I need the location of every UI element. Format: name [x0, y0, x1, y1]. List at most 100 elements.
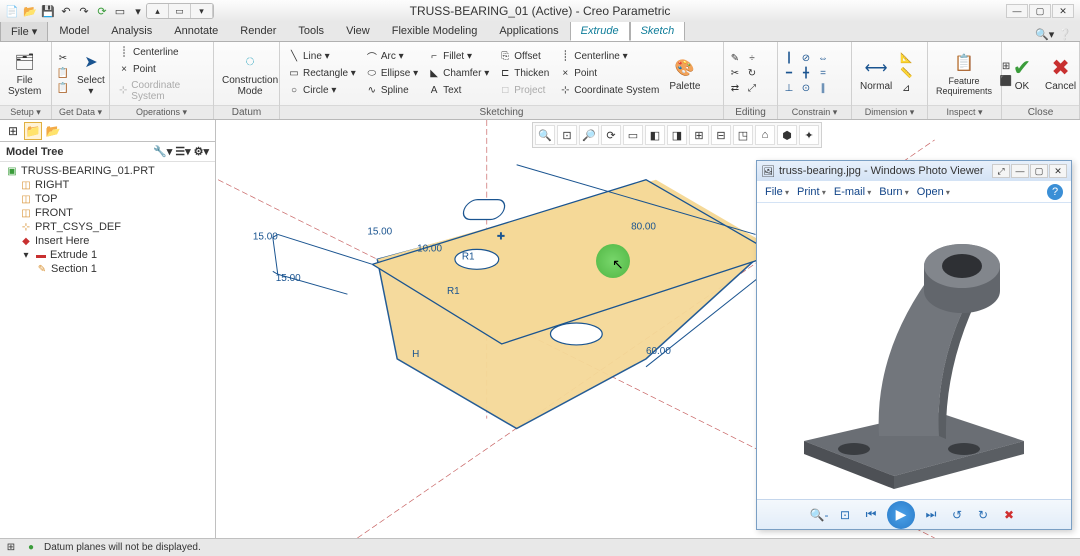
text-button[interactable]: AText	[424, 83, 492, 99]
coordsys-button[interactable]: ⊹Coordinate System	[114, 79, 209, 103]
ribbon-min-icon[interactable]: ▴	[147, 4, 169, 18]
tree-show-icon[interactable]: ☰▾	[175, 145, 190, 158]
pv-zoomin-icon[interactable]: ⊡	[835, 505, 855, 525]
search-icon[interactable]: 🔍▾	[1035, 28, 1054, 41]
rotate-icon[interactable]: ↻	[745, 67, 759, 81]
fillet-button[interactable]: ⌐Fillet ▾	[424, 49, 492, 65]
pv-menu-print[interactable]: Print	[797, 186, 826, 198]
dim2-icon[interactable]: 📏	[899, 67, 913, 81]
chamfer-button[interactable]: ◣Chamfer ▾	[424, 66, 492, 82]
paste2-icon[interactable]: 📋	[56, 82, 70, 96]
group-setup[interactable]: Setup ▾	[0, 105, 51, 119]
palette-button[interactable]: 🎨 Palette	[665, 54, 704, 94]
tab-extrude[interactable]: Extrude	[570, 21, 630, 41]
dim1-icon[interactable]: 📐	[899, 52, 913, 66]
pv-zoomout-icon[interactable]: 🔍-	[809, 505, 829, 525]
divide-icon[interactable]: ÷	[745, 52, 759, 66]
minimize-button[interactable]: —	[1006, 4, 1028, 18]
maximize-button[interactable]: ▢	[1029, 4, 1051, 18]
coincident-icon[interactable]: ⊙	[799, 82, 813, 96]
tree-item-csys[interactable]: ⊹PRT_CSYS_DEF	[4, 220, 211, 234]
pv-max-icon[interactable]: ▢	[1030, 164, 1048, 178]
pv-menu-email[interactable]: E-mail	[834, 186, 871, 198]
ribbon-help-icon[interactable]: ▾	[191, 4, 213, 18]
pv-delete-icon[interactable]: ✖	[999, 505, 1019, 525]
close-button[interactable]: ✕	[1052, 4, 1074, 18]
pv-rotright-icon[interactable]: ↻	[973, 505, 993, 525]
pv-menu-burn[interactable]: Burn	[879, 186, 909, 198]
tab-render[interactable]: Render	[229, 21, 287, 41]
tab-tools[interactable]: Tools	[287, 21, 335, 41]
pv-play-icon[interactable]: ▶	[887, 501, 915, 529]
equal-icon[interactable]: =	[816, 67, 830, 81]
ribbon-state-icon[interactable]: ▭	[169, 4, 191, 18]
tab-analysis[interactable]: Analysis	[100, 21, 163, 41]
point2-button[interactable]: ×Point	[555, 66, 662, 82]
tab-sketch[interactable]: Sketch	[630, 21, 686, 41]
horiz-icon[interactable]: ━	[782, 67, 796, 81]
tree-tab-3-icon[interactable]: 📂	[44, 122, 62, 140]
sb-icon-1[interactable]: ⊞	[4, 541, 18, 555]
tree-settings-icon[interactable]: ⚙▾	[194, 145, 209, 158]
pv-help-icon[interactable]: ?	[1047, 184, 1063, 200]
point-button[interactable]: ×Point	[114, 62, 209, 78]
save-icon[interactable]: 💾	[40, 3, 56, 19]
sym-icon[interactable]: ⇔	[816, 52, 830, 66]
windows-icon[interactable]: ▭	[112, 3, 128, 19]
tree-item-top[interactable]: ◫TOP	[4, 192, 211, 206]
pv-menu-file[interactable]: File	[765, 186, 789, 198]
pv-title-bar[interactable]: 🖼 truss-bearing.jpg - Windows Photo View…	[757, 161, 1071, 181]
group-getdata[interactable]: Get Data ▾	[52, 105, 109, 119]
vert-icon[interactable]: ┃	[782, 52, 796, 66]
tree-root[interactable]: ▣TRUSS-BEARING_01.PRT	[4, 164, 211, 178]
centerline-button[interactable]: ┊Centerline	[114, 45, 209, 61]
pv-prev-icon[interactable]: ⏮	[861, 505, 881, 525]
coordsys2-button[interactable]: ⊹Coordinate System	[555, 83, 662, 99]
ellipse-button[interactable]: ⬭Ellipse ▾	[362, 66, 421, 82]
undo-icon[interactable]: ↶	[58, 3, 74, 19]
delete-icon[interactable]: ✂	[728, 67, 742, 81]
tab-flexible[interactable]: Flexible Modeling	[381, 21, 489, 41]
tree-tab-1-icon[interactable]: ⊞	[4, 122, 22, 140]
expand-icon[interactable]: ▾	[20, 249, 32, 261]
cancel-button[interactable]: ✖ Cancel	[1041, 54, 1080, 94]
group-dimension[interactable]: Dimension ▾	[852, 105, 927, 119]
sb-icon-2[interactable]: ●	[24, 541, 38, 555]
dim3-icon[interactable]: ⊿	[899, 82, 913, 96]
normal-button[interactable]: ⟷ Normal	[856, 54, 896, 94]
construction-button[interactable]: ◌ Construction Mode	[218, 48, 282, 99]
redo-icon[interactable]: ↷	[76, 3, 92, 19]
featurereq-button[interactable]: 📋 Feature Requirements	[932, 49, 996, 98]
mirror-icon[interactable]: ⇄	[728, 82, 742, 96]
close-icon[interactable]: ▾	[130, 3, 146, 19]
thicken-button[interactable]: ⊏Thicken	[495, 66, 552, 82]
group-constrain[interactable]: Constrain ▾	[778, 105, 851, 119]
select-button[interactable]: ➤ Select ▾	[73, 48, 109, 99]
file-system-button[interactable]: 🗂 File System	[4, 48, 45, 99]
tree-filter-icon[interactable]: 🔧▾	[153, 145, 172, 158]
ok-button[interactable]: ✔ OK	[1006, 54, 1038, 94]
pv-min-icon[interactable]: —	[1011, 164, 1029, 178]
copy-icon[interactable]: ✂	[56, 52, 70, 66]
offset-button[interactable]: ⎘Offset	[495, 49, 552, 65]
tab-model[interactable]: Model	[48, 21, 100, 41]
help-icon[interactable]: ❔	[1058, 28, 1072, 41]
arc-button[interactable]: ⌒Arc ▾	[362, 49, 421, 65]
line-button[interactable]: ╲Line ▾	[284, 49, 359, 65]
group-inspect[interactable]: Inspect ▾	[928, 105, 1001, 119]
tab-annotate[interactable]: Annotate	[163, 21, 229, 41]
project-button[interactable]: □Project	[495, 83, 552, 99]
parallel-icon[interactable]: ∥	[816, 82, 830, 96]
regen-icon[interactable]: ⟳	[94, 3, 110, 19]
tab-applications[interactable]: Applications	[488, 21, 569, 41]
rectangle-button[interactable]: ▭Rectangle ▾	[284, 66, 359, 82]
photo-viewer-window[interactable]: 🖼 truss-bearing.jpg - Windows Photo View…	[756, 160, 1072, 530]
pv-close-icon[interactable]: ✕	[1049, 164, 1067, 178]
tree-item-right[interactable]: ◫RIGHT	[4, 178, 211, 192]
paste-icon[interactable]: 📋	[56, 67, 70, 81]
circle-button[interactable]: ○Circle ▾	[284, 83, 359, 99]
spline-button[interactable]: ∿Spline	[362, 83, 421, 99]
graphics-canvas[interactable]: 🔍 ⊡ 🔎 ⟳ ▭ ◧ ◨ ⊞ ⊟ ◳ ⌂ ⬢ ✦	[216, 120, 1080, 538]
scale-icon[interactable]: ⤢	[745, 82, 759, 96]
pv-pin-icon[interactable]: ⤢	[992, 164, 1010, 178]
